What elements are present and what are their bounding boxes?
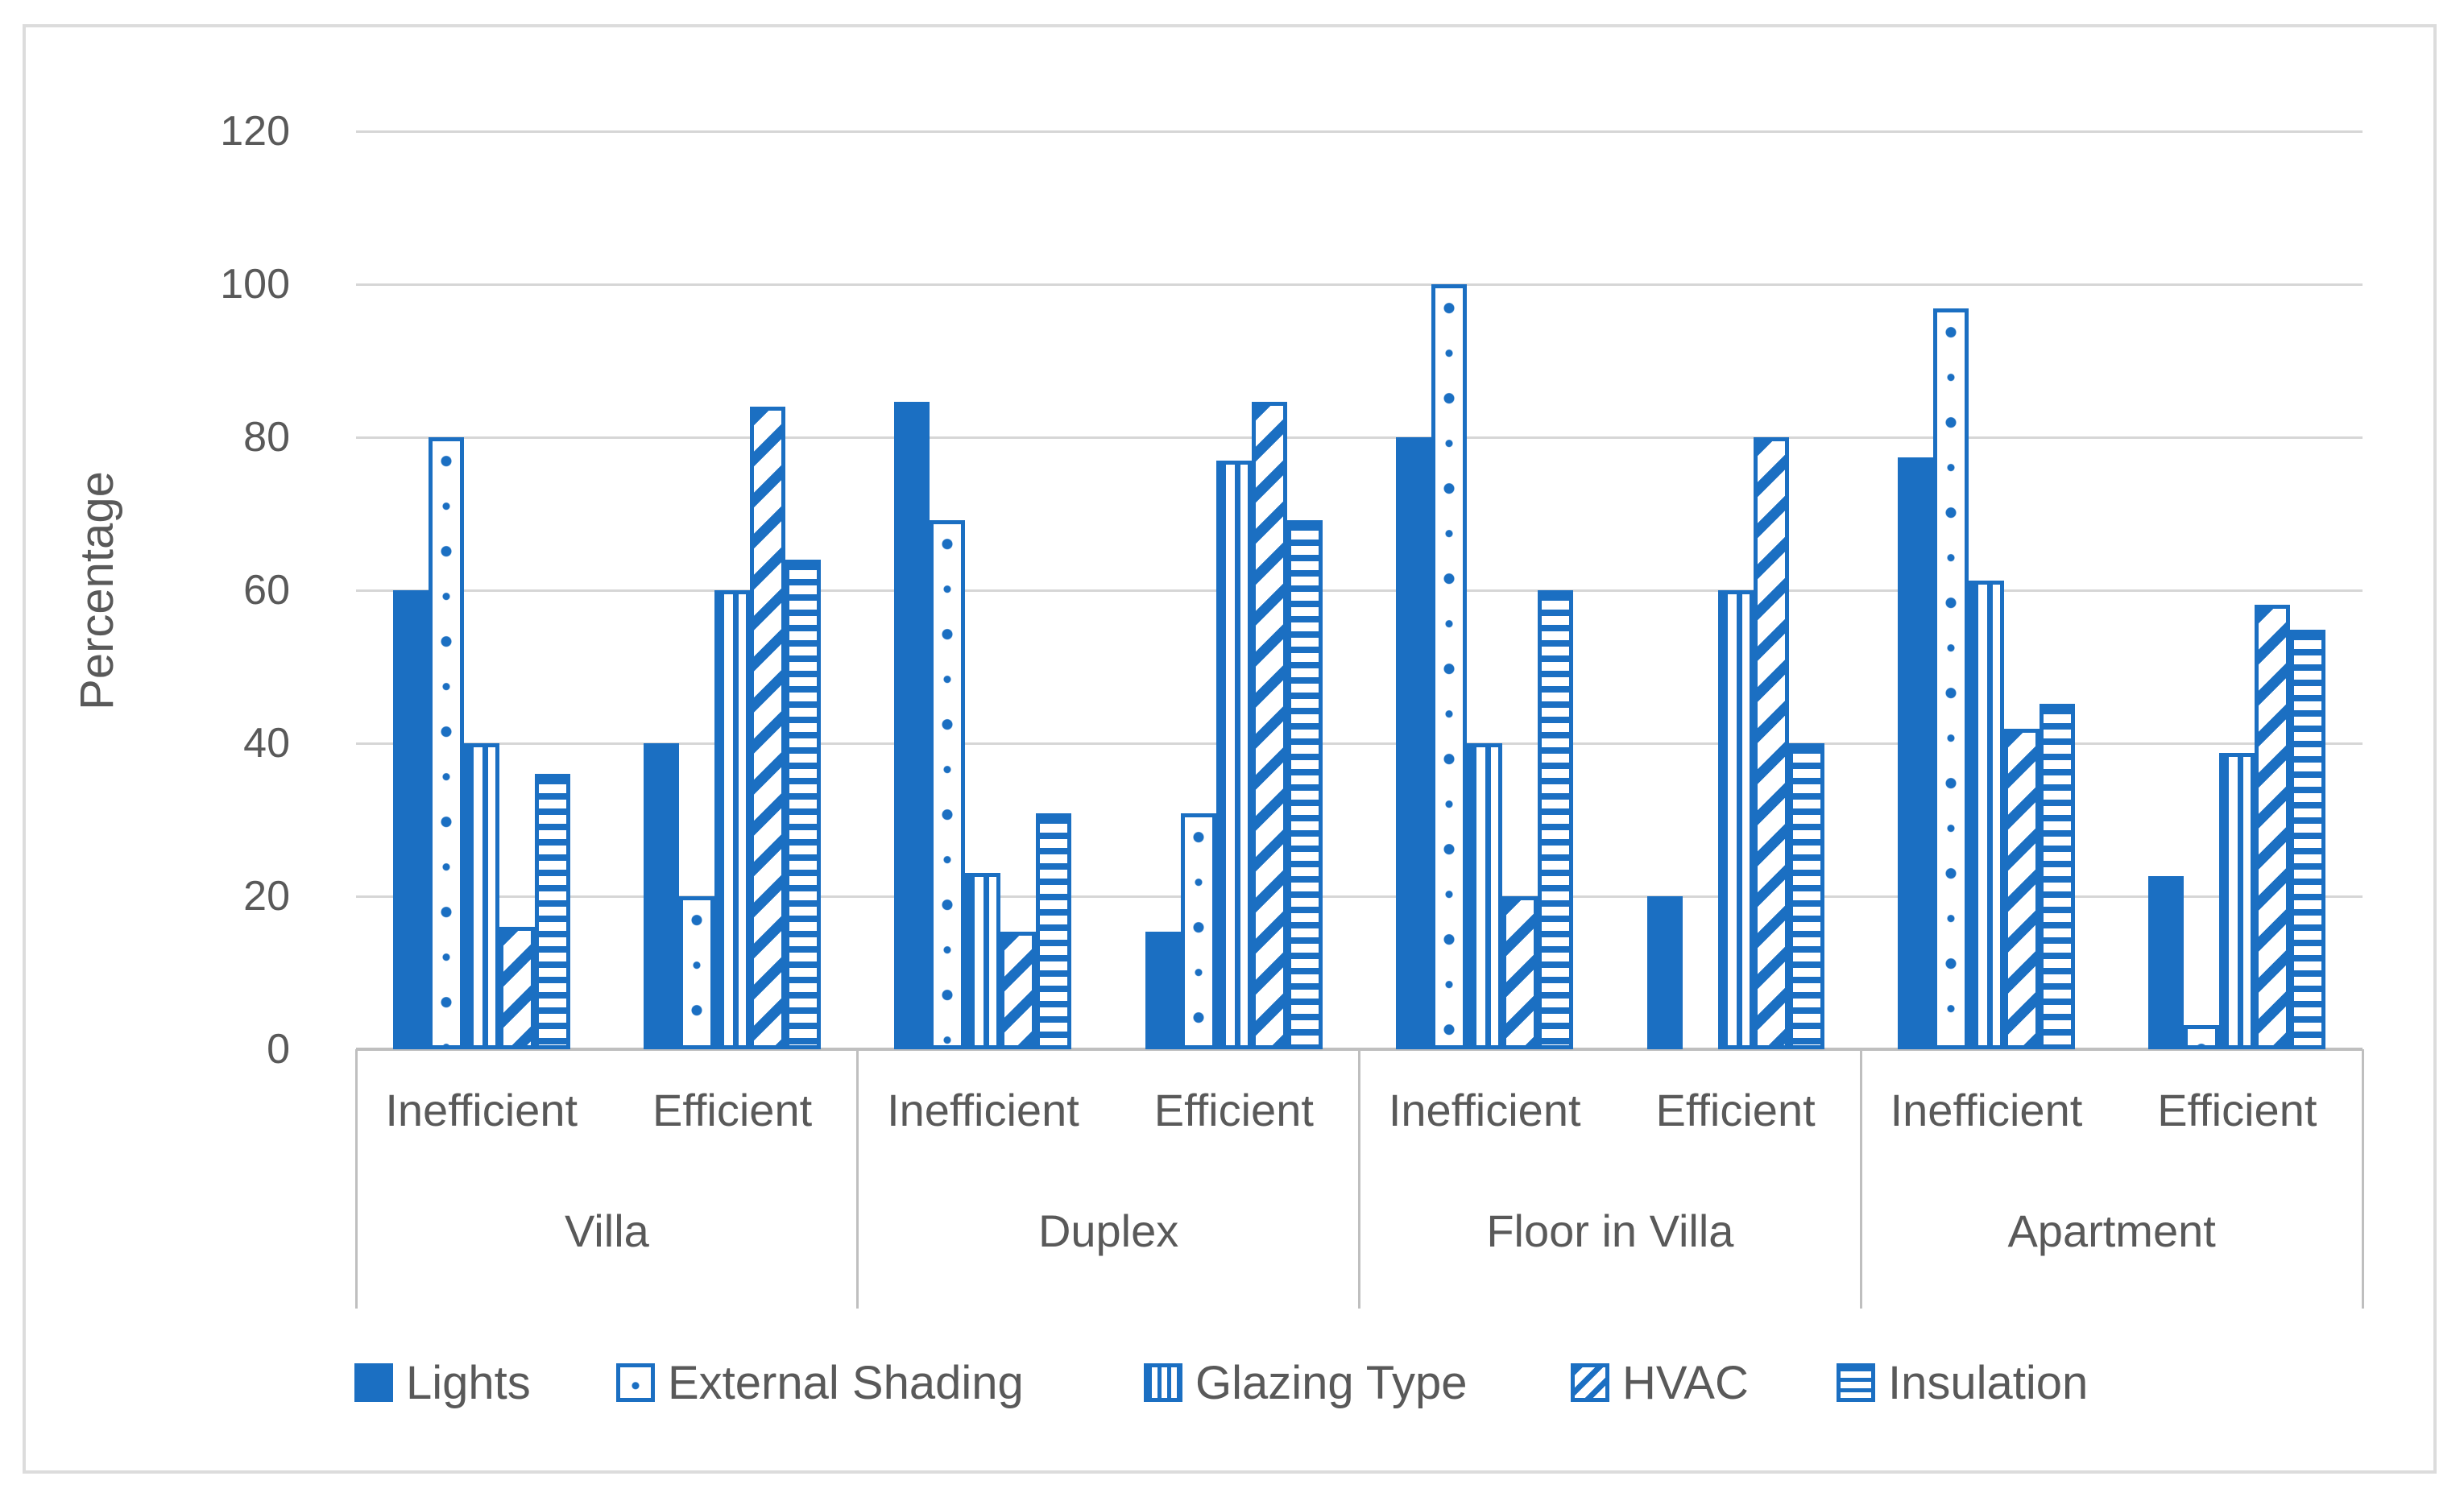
gridline-40 <box>356 742 2363 745</box>
bar-hvac-apartment-inefficient <box>2003 728 2040 1049</box>
y-tick-label-100: 100 <box>220 261 290 308</box>
category-divider-4 <box>2361 1049 2364 1309</box>
bar-insulation-villa-inefficient <box>534 774 570 1049</box>
bar-glazing-type-floor-in-villa-inefficient <box>1467 743 1503 1049</box>
gridline-20 <box>356 895 2363 898</box>
legend-marker-external-shading-icon <box>616 1363 655 1402</box>
bar-insulation-apartment-inefficient <box>2039 703 2075 1049</box>
bar-glazing-type-apartment-inefficient <box>1968 580 2004 1049</box>
legend-label-glazing-type: Glazing Type <box>1195 1356 1468 1409</box>
y-tick-label-40: 40 <box>243 720 290 767</box>
bar-glazing-type-apartment-efficient <box>2219 753 2255 1049</box>
bar-hvac-apartment-efficient <box>2255 605 2291 1049</box>
bar-lights-floor-in-villa-inefficient <box>1396 437 1432 1049</box>
bar-hvac-floor-in-villa-inefficient <box>1502 896 1538 1049</box>
bar-hvac-floor-in-villa-efficient <box>1753 437 1789 1049</box>
bar-lights-duplex-inefficient <box>894 402 930 1049</box>
bar-glazing-type-duplex-efficient <box>1215 461 1252 1049</box>
subcategory-label-duplex-efficient: Efficient <box>1153 1084 1314 1135</box>
y-tick-label-20: 20 <box>243 873 290 920</box>
subcategory-label-floor-in-villa-inefficient: Inefficient <box>1388 1084 1581 1135</box>
gridline-80 <box>356 436 2363 439</box>
bar-lights-apartment-efficient <box>2148 876 2184 1049</box>
y-tick-label-60: 60 <box>243 567 290 614</box>
bar-glazing-type-duplex-inefficient <box>965 872 1001 1049</box>
bar-insulation-duplex-efficient <box>1286 519 1323 1049</box>
bar-insulation-duplex-inefficient <box>1036 813 1072 1049</box>
legend-item-hvac: HVAC <box>1571 1346 1749 1419</box>
legend-item-glazing-type: Glazing Type <box>1144 1346 1467 1419</box>
bar-lights-villa-efficient <box>644 743 680 1049</box>
category-divider-3 <box>1859 1049 1862 1309</box>
bar-external-shading-duplex-efficient <box>1180 813 1216 1049</box>
y-tick-label-80: 80 <box>243 414 290 461</box>
bar-hvac-duplex-inefficient <box>1000 931 1037 1049</box>
subcategory-label-villa-efficient: Efficient <box>652 1084 813 1135</box>
bar-external-shading-apartment-efficient <box>2184 1024 2220 1049</box>
legend-marker-insulation-icon <box>1837 1363 1875 1402</box>
y-tick-label-0: 0 <box>267 1026 290 1073</box>
subcategory-label-apartment-inefficient: Inefficient <box>1890 1084 2083 1135</box>
legend-marker-lights-icon <box>354 1363 393 1402</box>
bar-insulation-villa-efficient <box>785 560 822 1049</box>
group-label-villa: Villa <box>564 1205 649 1256</box>
category-divider-2 <box>1358 1049 1360 1309</box>
bar-lights-duplex-efficient <box>1145 931 1181 1049</box>
bar-glazing-type-floor-in-villa-efficient <box>1717 590 1754 1049</box>
category-divider-1 <box>856 1049 859 1309</box>
plot-area <box>356 130 2363 1051</box>
legend-label-lights: Lights <box>406 1356 531 1409</box>
legend-marker-hvac-icon <box>1571 1363 1609 1402</box>
bar-lights-apartment-inefficient <box>1897 457 1933 1049</box>
bar-insulation-apartment-efficient <box>2290 630 2326 1049</box>
subcategory-label-apartment-efficient: Efficient <box>2157 1084 2317 1135</box>
bar-lights-villa-inefficient <box>392 590 429 1049</box>
legend-label-insulation: Insulation <box>1888 1356 2089 1409</box>
bar-external-shading-floor-in-villa-inefficient <box>1431 284 1468 1049</box>
bar-external-shading-villa-inefficient <box>428 437 464 1049</box>
subcategory-label-duplex-inefficient: Inefficient <box>887 1084 1079 1135</box>
bar-external-shading-villa-efficient <box>679 896 715 1049</box>
legend-label-hvac: HVAC <box>1622 1356 1749 1409</box>
subcategory-label-villa-inefficient: Inefficient <box>385 1084 578 1135</box>
bar-external-shading-apartment-inefficient <box>1932 308 1969 1049</box>
bar-insulation-floor-in-villa-efficient <box>1788 743 1824 1049</box>
subcategory-label-floor-in-villa-efficient: Efficient <box>1655 1084 1816 1135</box>
legend-item-lights: Lights <box>354 1346 531 1419</box>
gridline-120 <box>356 130 2363 133</box>
gridline-60 <box>356 589 2363 592</box>
bar-hvac-villa-efficient <box>750 407 786 1049</box>
category-divider-0 <box>354 1049 358 1309</box>
bar-glazing-type-villa-efficient <box>714 590 751 1049</box>
group-label-apartment: Apartment <box>2007 1205 2216 1256</box>
bar-insulation-floor-in-villa-inefficient <box>1538 590 1574 1049</box>
legend: Lights External Shading Glazing Type HVAC In… <box>0 1346 2464 1419</box>
legend-item-external-shading: External Shading <box>616 1346 1024 1419</box>
y-tick-label-120: 120 <box>220 108 290 155</box>
bar-external-shading-duplex-inefficient <box>930 519 966 1049</box>
legend-marker-glazing-type-icon <box>1144 1363 1182 1402</box>
legend-label-external-shading: External Shading <box>668 1356 1024 1409</box>
gridline-100 <box>356 283 2363 286</box>
bar-lights-floor-in-villa-efficient <box>1646 896 1683 1049</box>
category-axis: Inefficient Efficient Inefficient Efficient… <box>354 1049 2364 1315</box>
bar-glazing-type-villa-inefficient <box>463 743 499 1049</box>
legend-item-insulation: Insulation <box>1837 1346 2088 1419</box>
group-label-floor-in-villa: Floor in Villa <box>1486 1205 1734 1256</box>
bar-hvac-duplex-efficient <box>1251 402 1287 1049</box>
group-label-duplex: Duplex <box>1037 1205 1179 1256</box>
bar-hvac-villa-inefficient <box>499 927 535 1049</box>
